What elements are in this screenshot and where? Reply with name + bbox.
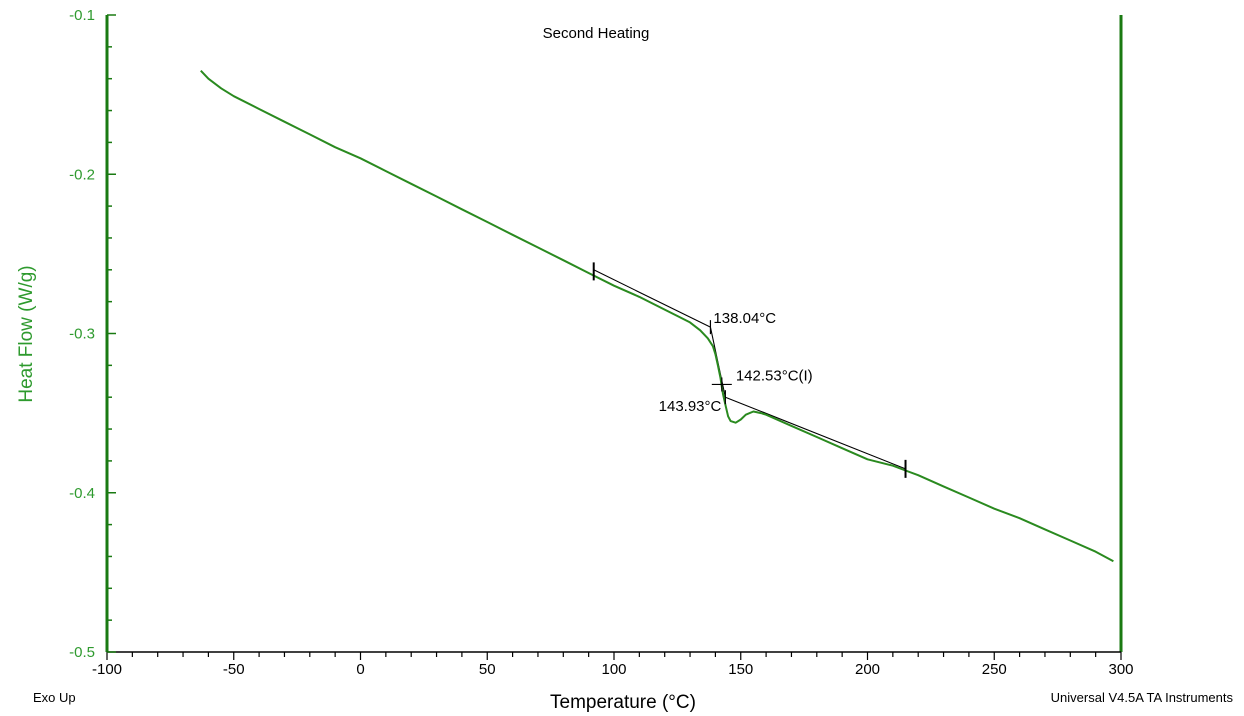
- chart-title: Second Heating: [543, 25, 650, 42]
- software-credit: Universal V4.5A TA Instruments: [1051, 690, 1234, 705]
- heat-flow-curve-layer: [200, 70, 1114, 563]
- y-tick-label: -0.3: [69, 326, 95, 343]
- y-tick-label: -0.2: [69, 166, 95, 183]
- x-tick-label: 0: [356, 661, 364, 678]
- plot-frame: [105, 15, 1123, 653]
- x-tick-label: 150: [728, 661, 753, 678]
- x-tick-label: -100: [92, 661, 122, 678]
- x-tick-label: 300: [1108, 661, 1133, 678]
- transition-label: 142.53°C(I): [736, 367, 813, 384]
- analysis-markers: [592, 262, 907, 478]
- x-tick-label: -50: [223, 661, 245, 678]
- y-tick-label: -0.1: [69, 7, 95, 24]
- transition-label: 138.04°C: [713, 310, 776, 327]
- tangent-line: [725, 396, 906, 470]
- x-tick-label: 100: [601, 661, 626, 678]
- x-tick-label: 50: [479, 661, 496, 678]
- x-tick-label: 200: [855, 661, 880, 678]
- tangent-line: [593, 269, 711, 328]
- x-axis-ticks: -100 -50 0 50 100 150 200 250 300: [92, 652, 1134, 678]
- exo-up-note: Exo Up: [33, 690, 76, 705]
- x-axis-label: Temperature (°C): [550, 692, 696, 713]
- y-tick-label: -0.4: [69, 485, 95, 502]
- x-tick-label: 250: [982, 661, 1007, 678]
- transition-label: 143.93°C: [659, 398, 722, 415]
- heat-flow-curve: [200, 70, 1114, 563]
- annotation-labels: 138.04°C 142.53°C(I) 143.93°C: [659, 310, 813, 415]
- y-axis-label: Heat Flow (W/g): [16, 265, 37, 402]
- y-tick-label: -0.5: [69, 644, 95, 661]
- y-axis-ticks: -0.1 -0.2 -0.3 -0.4 -0.5: [69, 7, 116, 661]
